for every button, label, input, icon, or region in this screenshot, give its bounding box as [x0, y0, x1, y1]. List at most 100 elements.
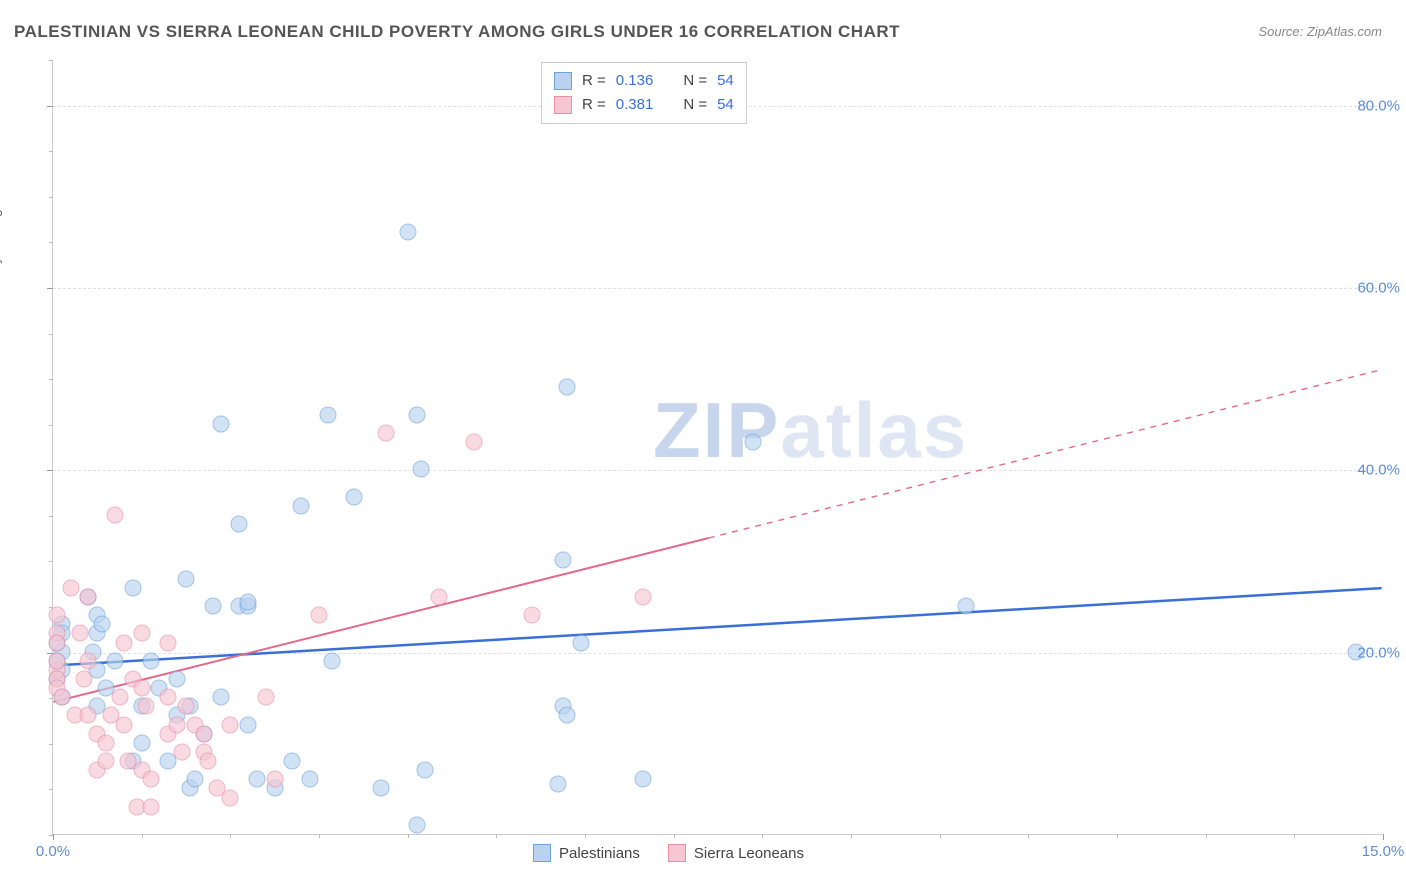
stats-legend-box: R = 0.136 N = 54 R = 0.381 N = 54: [541, 62, 747, 124]
scatter-point-sierra_leoneans: [111, 689, 128, 706]
y-axis-label: Child Poverty Among Girls Under 16: [0, 115, 2, 340]
scatter-point-sierra_leoneans: [76, 671, 93, 688]
scatter-point-sierra_leoneans: [266, 771, 283, 788]
scatter-point-sierra_leoneans: [377, 424, 394, 441]
scatter-point-palestinians: [124, 579, 141, 596]
plot-area: ZIPatlas R = 0.136 N = 54 R = 0.381 N = …: [52, 60, 1382, 835]
scatter-point-sierra_leoneans: [49, 607, 66, 624]
scatter-point-sierra_leoneans: [62, 579, 79, 596]
scatter-point-palestinians: [346, 488, 363, 505]
swatch-palestinians: [554, 72, 572, 90]
r-label: R =: [582, 69, 606, 93]
scatter-point-sierra_leoneans: [71, 625, 88, 642]
scatter-point-sierra_leoneans: [138, 698, 155, 715]
bottom-legend: Palestinians Sierra Leoneans: [533, 844, 804, 862]
r-value-palestinians: 0.136: [616, 69, 654, 93]
scatter-point-palestinians: [745, 433, 762, 450]
y-tick-label: 40.0%: [1357, 462, 1400, 479]
scatter-point-palestinians: [186, 771, 203, 788]
scatter-point-sierra_leoneans: [160, 634, 177, 651]
stats-row-palestinians: R = 0.136 N = 54: [554, 69, 734, 93]
scatter-point-sierra_leoneans: [466, 433, 483, 450]
watermark-zip: ZIP: [653, 386, 780, 474]
scatter-point-palestinians: [248, 771, 265, 788]
scatter-point-palestinians: [142, 652, 159, 669]
scatter-point-sierra_leoneans: [49, 652, 66, 669]
scatter-point-palestinians: [293, 497, 310, 514]
scatter-point-palestinians: [559, 707, 576, 724]
stats-row-sierra-leoneans: R = 0.381 N = 54: [554, 93, 734, 117]
scatter-point-sierra_leoneans: [173, 743, 190, 760]
r-label: R =: [582, 93, 606, 117]
y-tick-label: 60.0%: [1357, 279, 1400, 296]
scatter-point-palestinians: [554, 552, 571, 569]
scatter-point-sierra_leoneans: [222, 716, 239, 733]
n-label: N =: [683, 69, 707, 93]
scatter-point-palestinians: [550, 775, 567, 792]
r-value-sierra-leoneans: 0.381: [616, 93, 654, 117]
legend-label-palestinians: Palestinians: [559, 845, 640, 862]
scatter-point-palestinians: [634, 771, 651, 788]
scatter-point-sierra_leoneans: [80, 707, 97, 724]
scatter-point-sierra_leoneans: [142, 798, 159, 815]
scatter-point-palestinians: [412, 461, 429, 478]
scatter-point-sierra_leoneans: [80, 588, 97, 605]
chart-title: PALESTINIAN VS SIERRA LEONEAN CHILD POVE…: [14, 22, 900, 42]
swatch-sierra-leoneans: [554, 96, 572, 114]
scatter-point-palestinians: [958, 598, 975, 615]
y-tick-label: 80.0%: [1357, 97, 1400, 114]
scatter-point-palestinians: [213, 415, 230, 432]
scatter-point-sierra_leoneans: [133, 680, 150, 697]
scatter-point-sierra_leoneans: [49, 634, 66, 651]
n-value-palestinians: 54: [717, 69, 734, 93]
scatter-point-sierra_leoneans: [98, 734, 115, 751]
scatter-point-sierra_leoneans: [115, 634, 132, 651]
scatter-point-sierra_leoneans: [53, 689, 70, 706]
scatter-point-palestinians: [93, 616, 110, 633]
scatter-point-sierra_leoneans: [200, 753, 217, 770]
n-label: N =: [683, 93, 707, 117]
legend-label-sierra-leoneans: Sierra Leoneans: [694, 845, 804, 862]
scatter-point-palestinians: [231, 516, 248, 533]
scatter-point-palestinians: [213, 689, 230, 706]
scatter-point-sierra_leoneans: [115, 716, 132, 733]
scatter-point-sierra_leoneans: [80, 652, 97, 669]
scatter-point-sierra_leoneans: [222, 789, 239, 806]
y-tick-label: 20.0%: [1357, 644, 1400, 661]
scatter-point-sierra_leoneans: [311, 607, 328, 624]
scatter-point-palestinians: [408, 406, 425, 423]
scatter-point-palestinians: [204, 598, 221, 615]
scatter-point-palestinians: [284, 753, 301, 770]
scatter-point-sierra_leoneans: [257, 689, 274, 706]
scatter-point-palestinians: [373, 780, 390, 797]
scatter-point-palestinians: [302, 771, 319, 788]
scatter-point-palestinians: [417, 762, 434, 779]
watermark: ZIPatlas: [653, 385, 968, 476]
legend-item-palestinians: Palestinians: [533, 844, 640, 862]
scatter-point-palestinians: [107, 652, 124, 669]
scatter-point-sierra_leoneans: [430, 588, 447, 605]
scatter-point-palestinians: [319, 406, 336, 423]
scatter-point-palestinians: [399, 224, 416, 241]
scatter-point-palestinians: [240, 716, 257, 733]
swatch-palestinians: [533, 844, 551, 862]
n-value-sierra-leoneans: 54: [717, 93, 734, 117]
legend-item-sierra-leoneans: Sierra Leoneans: [668, 844, 804, 862]
scatter-point-palestinians: [178, 570, 195, 587]
scatter-point-sierra_leoneans: [133, 625, 150, 642]
scatter-point-palestinians: [324, 652, 341, 669]
scatter-point-sierra_leoneans: [634, 588, 651, 605]
watermark-atlas: atlas: [780, 386, 968, 474]
x-tick-label: 0.0%: [36, 843, 70, 860]
source-attribution: Source: ZipAtlas.com: [1258, 24, 1382, 39]
scatter-point-palestinians: [559, 379, 576, 396]
swatch-sierra-leoneans: [668, 844, 686, 862]
scatter-point-sierra_leoneans: [195, 725, 212, 742]
scatter-point-palestinians: [169, 671, 186, 688]
scatter-point-palestinians: [572, 634, 589, 651]
scatter-point-palestinians: [133, 734, 150, 751]
x-tick-label: 15.0%: [1362, 843, 1405, 860]
scatter-point-palestinians: [240, 593, 257, 610]
scatter-point-sierra_leoneans: [98, 753, 115, 770]
scatter-point-palestinians: [408, 816, 425, 833]
